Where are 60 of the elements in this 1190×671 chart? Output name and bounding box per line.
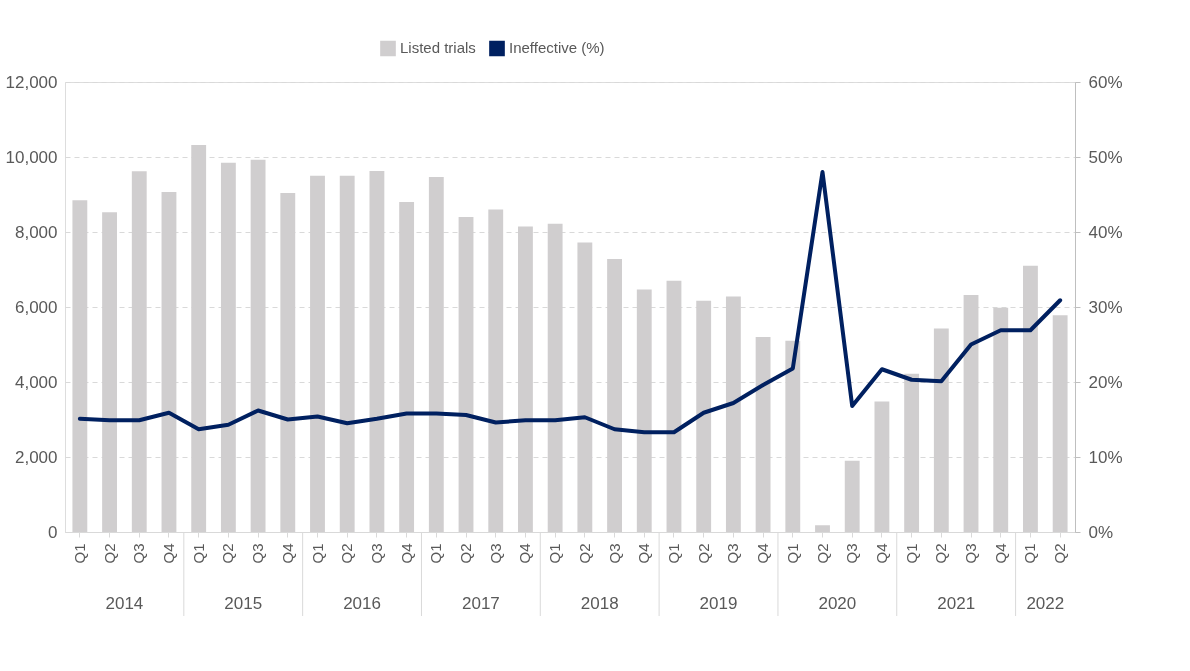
x-tick-label: Q3 [249, 543, 267, 564]
x-tick-label: Q3 [724, 543, 742, 564]
x-tick-label: Q3 [367, 543, 385, 564]
text: 2020 [818, 594, 857, 613]
x-tick-label: Q2 [100, 543, 118, 564]
x-tick-label: Q4 [159, 543, 177, 564]
y-tick-label: 2,000 [14, 447, 58, 467]
text: 2016 [343, 594, 381, 613]
x-tick-label: Q1 [70, 543, 88, 564]
x-tick-label: Q3 [962, 543, 980, 564]
x-tick-label: Q2 [813, 543, 831, 564]
x-tick-label: Q3 [843, 543, 861, 564]
x-tick-label: Q3 [130, 543, 148, 564]
text: 2014 [105, 594, 144, 613]
y-tick-label: 6,000 [14, 297, 58, 317]
x-tick-label: Q4 [278, 543, 296, 564]
x-tick-label: Q2 [457, 543, 475, 564]
x-tick-label: Q1 [546, 543, 564, 564]
text: 2022 [1026, 594, 1065, 613]
text: 2015 [224, 594, 263, 613]
x-tick-label: Q1 [189, 543, 207, 564]
y-tick-label: 12,000 [5, 72, 58, 92]
x-tick-label: Q2 [932, 543, 950, 564]
x-tick-label: Q4 [754, 543, 772, 564]
x-tick-label: Q2 [338, 543, 356, 564]
legend-label: Ineffective (%) [509, 39, 605, 57]
x-tick-label: Q4 [872, 543, 890, 564]
y2-tick-label: 50% [1088, 147, 1123, 167]
y2-tick-label: 20% [1088, 372, 1123, 392]
x-tick-label: Q4 [991, 543, 1009, 564]
x-tick-label: Q4 [397, 543, 415, 564]
y2-tick-label: 40% [1088, 222, 1123, 242]
text: 2019 [699, 594, 738, 613]
x-tick-label: Q1 [783, 543, 801, 564]
y2-tick-label: 60% [1088, 72, 1123, 92]
x-tick-label: Q4 [635, 543, 653, 564]
x-tick-label: Q4 [516, 543, 534, 564]
x-tick-label: Q1 [664, 543, 682, 564]
x-tick-label: Q3 [605, 543, 623, 564]
line-series [77, 170, 1063, 435]
x-tick-label: Q1 [902, 543, 920, 564]
y2-tick-label: 10% [1088, 447, 1123, 467]
text: 2018 [580, 594, 619, 613]
y-tick-label: 8,000 [14, 222, 58, 242]
x-tick-label: Q3 [486, 543, 504, 564]
y2-tick-label: 0% [1088, 522, 1114, 542]
x-tick-label: Q1 [427, 543, 445, 564]
x-tick-label: Q2 [575, 543, 593, 564]
x-tick-label: Q2 [694, 543, 712, 564]
text: 2021 [937, 594, 976, 613]
y2-tick-label: 30% [1088, 297, 1123, 317]
x-tick-label: Q1 [1021, 543, 1039, 564]
x-tick-label: Q1 [308, 543, 326, 564]
legend-label: Listed trials [400, 39, 476, 57]
y-tick-label: 4,000 [14, 372, 58, 392]
x-tick-label: Q2 [219, 543, 237, 564]
text: 2017 [461, 594, 500, 613]
x-tick-label: Q2 [1051, 543, 1069, 564]
y-tick-label: 10,000 [5, 147, 58, 167]
y-tick-label: 0 [48, 522, 58, 542]
